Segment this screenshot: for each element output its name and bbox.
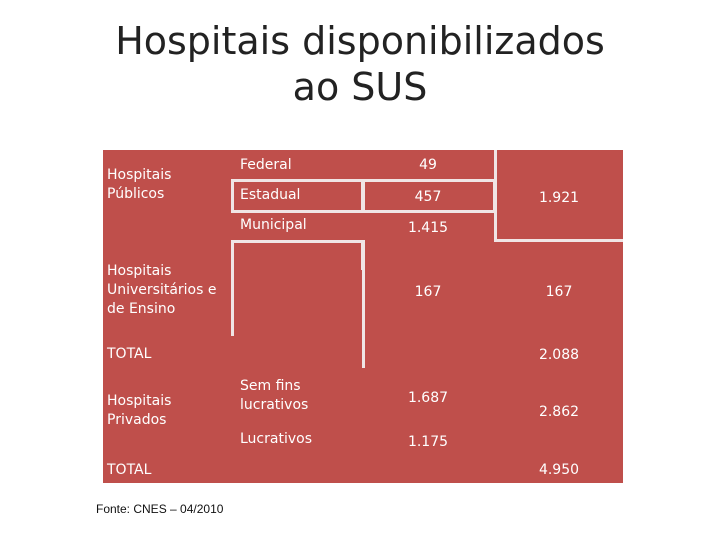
lucrativos-value: 1.175 <box>407 434 449 450</box>
sem-fins-value: 1.687 <box>407 390 449 406</box>
universitarios-total-divider <box>362 240 365 368</box>
municipal-value: 1.415 <box>407 220 449 236</box>
title-line-2: ao SUS <box>292 65 428 109</box>
privados-label: Hospitais Privados <box>107 393 172 428</box>
federal-value: 49 <box>419 157 437 173</box>
title-line-1: Hospitais disponibilizados <box>115 19 605 63</box>
privados-total-value: 2.862 <box>538 404 580 420</box>
total-1-value: 2.088 <box>538 347 580 363</box>
universitarios-total-value: 167 <box>545 284 573 300</box>
estadual-label: Estadual <box>240 187 301 203</box>
total-2-value: 4.950 <box>538 462 580 478</box>
publicos-total-value: 1.921 <box>538 190 580 206</box>
universitarios-left-border <box>231 268 234 336</box>
universitarios-label: Hospitais Universitários e de Ensino <box>107 263 217 317</box>
total-2-label: TOTAL <box>107 462 152 478</box>
publicos-label: Hospitais Públicos <box>107 167 172 202</box>
sem-fins-label: Sem fins lucrativos <box>240 378 309 413</box>
universitarios-value: 167 <box>414 284 442 300</box>
publicos-total-border <box>494 150 623 242</box>
lucrativos-label: Lucrativos <box>240 431 312 447</box>
estadual-value: 457 <box>414 189 442 205</box>
slide-title: Hospitais disponibilizados ao SUS <box>0 18 720 110</box>
total-1-label: TOTAL <box>107 346 152 362</box>
federal-label: Federal <box>240 157 292 173</box>
source-note: Fonte: CNES – 04/2010 <box>96 502 224 516</box>
municipal-label: Municipal <box>240 217 307 233</box>
universitarios-empty-border <box>231 240 364 270</box>
